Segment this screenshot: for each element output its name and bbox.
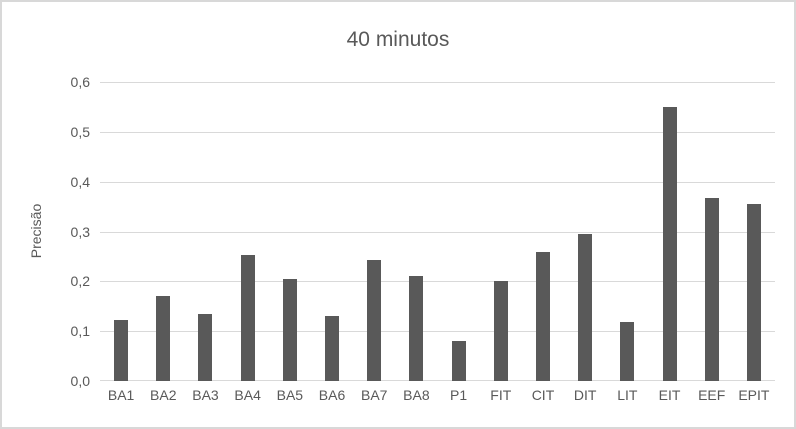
x-category-label-ba7: BA7	[360, 387, 388, 403]
x-category-label-ba5: BA5	[276, 387, 304, 403]
y-tick-label: 0,5	[70, 123, 90, 140]
bar-epit	[746, 204, 761, 381]
bar-eit	[662, 106, 677, 381]
y-tick-label: 0,4	[70, 173, 90, 190]
bar-ba5	[282, 278, 297, 381]
x-category-label-eef: EEF	[698, 387, 726, 403]
gridline	[100, 131, 775, 133]
bar-eef	[704, 197, 719, 381]
bar-ba2	[156, 296, 171, 381]
bar-ba1	[114, 319, 129, 381]
y-tick-label: 0,3	[70, 223, 90, 240]
plot-area	[100, 82, 775, 381]
x-category-label-p1: P1	[450, 387, 468, 403]
x-category-label-ba2: BA2	[150, 387, 177, 403]
x-category-label-eit: EIT	[658, 387, 681, 403]
gridline	[100, 331, 775, 333]
bar-dit	[578, 233, 593, 381]
gridline	[100, 231, 775, 233]
x-axis-line	[100, 380, 775, 381]
chart-title: 40 minutos	[346, 28, 450, 51]
x-category-label-ba1: BA1	[107, 387, 135, 403]
bar-cit	[535, 252, 550, 381]
y-axis-ticks: 0,0 0,1 0,2 0,3 0,4 0,5 0,6	[2, 2, 90, 427]
y-tick-label: 0,6	[70, 74, 90, 90]
gridline	[100, 181, 775, 183]
y-tick-label: 0,2	[70, 273, 90, 290]
bar-p1	[451, 341, 466, 381]
gridline	[100, 82, 775, 83]
x-category-label-ba4: BA4	[234, 387, 261, 403]
x-category-label-epit: EPIT	[738, 387, 770, 403]
x-category-label-ba3: BA3	[192, 387, 219, 403]
gridline	[100, 281, 775, 283]
bar-ba8	[409, 276, 424, 381]
x-category-label-lit: LIT	[617, 387, 638, 403]
y-tick-label: 0,1	[70, 323, 90, 340]
bar-lit	[620, 322, 635, 381]
bar-ba7	[367, 260, 382, 381]
x-category-label-dit: DIT	[573, 387, 597, 403]
bar-ba4	[240, 255, 255, 381]
x-category-label-ba6: BA6	[318, 387, 346, 403]
y-tick-label: 0,0	[70, 373, 90, 389]
bar-ba6	[325, 316, 340, 381]
x-category-label-fit: FIT	[490, 387, 512, 403]
x-axis-labels: BA1 BA2 BA3 BA4 BA5 BA6 BA7 BA8 P1 FIT CIT DIT LIT EI…	[100, 387, 775, 407]
bar-fit	[493, 281, 508, 381]
bar-ba3	[198, 313, 213, 381]
x-category-label-ba8: BA8	[403, 387, 430, 403]
x-category-label-cit: CIT	[531, 387, 555, 403]
